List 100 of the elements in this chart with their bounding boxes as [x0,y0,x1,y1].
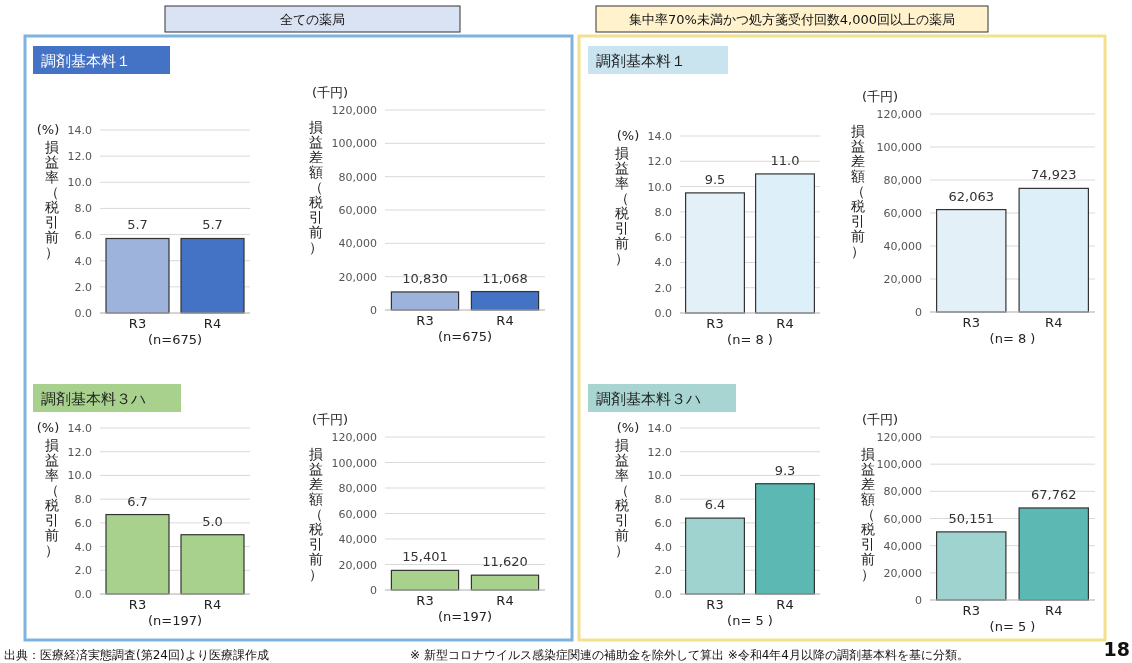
y-tick-label: 20,000 [883,566,922,580]
x-tick-label: R4 [496,313,514,328]
y-tick-label: 2.0 [654,564,672,578]
text: ※ 新型コロナウイルス感染症関連の補助金を除外して算出 ※令和4年4月以降の調剤基本料を基に分類。 [410,648,970,662]
x-axis-title: (n= 5 ) [727,613,773,628]
chart-title: 調剤基本料１ [596,52,686,70]
text: 18 [1103,638,1130,660]
x-axis-title: (n= 8 ) [989,331,1036,346]
y-tick-label: 40,000 [338,533,377,546]
text: 全ての薬局 [279,12,345,27]
y-tick-label: 80,000 [883,174,922,187]
data-label: 74,923 [1031,167,1077,183]
text: (%) [616,420,640,435]
data-label: 5.7 [127,217,148,233]
y-tick-label: 40,000 [883,539,922,553]
y-tick-label: 10.0 [67,176,92,190]
y-tick-label: 10.0 [647,180,672,194]
y-tick-label: 80,000 [338,482,377,495]
text: 損益差額（税引前） [861,446,875,582]
data-label: 62,063 [948,188,994,204]
y-tick-label: 0 [915,306,922,319]
y-tick-label: 6.0 [654,231,672,245]
y-tick-label: 100,000 [876,141,922,154]
x-tick-label: R3 [706,597,724,612]
y-tick-label: 60,000 [883,512,922,526]
y-tick-label: 100,000 [331,456,377,470]
x-tick-label: R4 [776,597,794,612]
text: 損益差額（税引前） [309,119,323,255]
x-tick-label: R3 [416,593,434,608]
y-tick-label: 14.0 [67,422,92,435]
y-tick-label: 14.0 [647,130,672,143]
x-axis-title: (n=197) [437,609,493,624]
y-tick-label: 120,000 [331,104,377,117]
y-tick-label: 4.0 [654,256,672,270]
chart-title: 調剤基本料１ [41,52,131,70]
data-label: 5.0 [202,513,223,529]
x-tick-label: R4 [1045,315,1063,330]
chart-title: 調剤基本料３ハ [596,390,701,408]
x-tick-label: R4 [776,316,794,331]
y-tick-label: 8.0 [74,202,92,216]
y-tick-label: 4.0 [74,540,92,554]
x-axis-title: (n= 5 ) [989,619,1036,634]
y-tick-label: 2.0 [74,280,92,294]
data-label: 11,620 [482,554,528,570]
y-tick-label: 2.0 [74,564,92,578]
y-tick-label: 120,000 [876,431,922,444]
y-tick-label: 60,000 [883,207,922,220]
y-tick-label: 4.0 [654,540,672,554]
text: 損益差額（税引前） [309,446,323,582]
y-tick-label: 14.0 [67,124,92,137]
y-tick-label: 8.0 [654,205,672,219]
data-label: 9.5 [704,171,726,187]
y-axis-title: 損益率（税引前） [615,437,629,558]
source-note: 出典：医療経済実態調査(第24回)より医療課作成 [4,648,269,662]
data-label: 50,151 [948,510,994,526]
text: (%) [36,420,60,435]
data-label: 67,762 [1031,486,1077,502]
x-tick-label: R3 [128,597,147,612]
y-tick-label: 8.0 [654,493,672,507]
text: 集中率70%未満かつ処方箋受付回数4,000回以上の薬局 [628,12,956,27]
y-tick-label: 12.0 [647,155,672,169]
data-label: 6.7 [127,493,148,509]
y-tick-label: 0.0 [74,307,92,320]
y-tick-label: 80,000 [883,485,922,499]
y-tick-label: 12.0 [647,445,672,459]
y-tick-label: 10.0 [67,469,92,483]
x-axis-title: (n=197) [147,613,203,628]
y-tick-label: 20,000 [338,558,377,572]
y-tick-label: 0.0 [74,588,92,601]
y-tick-label: 6.0 [654,516,672,530]
text: (千円) [311,412,349,427]
y-tick-label: 10.0 [647,469,672,483]
data-label: 6.4 [704,497,726,513]
y-tick-label: 20,000 [883,273,922,286]
y-tick-label: 0 [915,594,922,607]
x-tick-label: R3 [962,315,980,330]
text: (%) [616,128,640,143]
data-label: 10,830 [402,270,448,286]
data-label: 11.0 [770,152,800,168]
y-tick-label: 0.0 [654,588,672,601]
text: (千円) [861,412,899,427]
x-axis-title: (n= 8 ) [727,332,773,347]
y-tick-label: 14.0 [647,422,672,435]
y-tick-label: 100,000 [876,458,922,472]
x-tick-label: R3 [962,603,980,618]
y-tick-label: 8.0 [74,493,92,507]
y-tick-label: 40,000 [338,237,377,251]
x-tick-label: R4 [496,593,514,608]
y-axis-title: 損益率（税引前） [45,437,59,558]
y-tick-label: 60,000 [338,204,377,217]
y-tick-label: 80,000 [338,170,377,184]
x-tick-label: R3 [416,313,434,328]
text: (%) [36,122,60,137]
data-label: 5.7 [202,217,223,233]
y-axis-title: 損益率（税引前） [45,139,59,260]
x-tick-label: R3 [128,316,147,331]
data-label: 11,068 [482,270,528,286]
y-tick-label: 2.0 [654,281,672,295]
x-axis-title: (n=675) [437,329,493,344]
y-tick-label: 120,000 [876,108,922,121]
